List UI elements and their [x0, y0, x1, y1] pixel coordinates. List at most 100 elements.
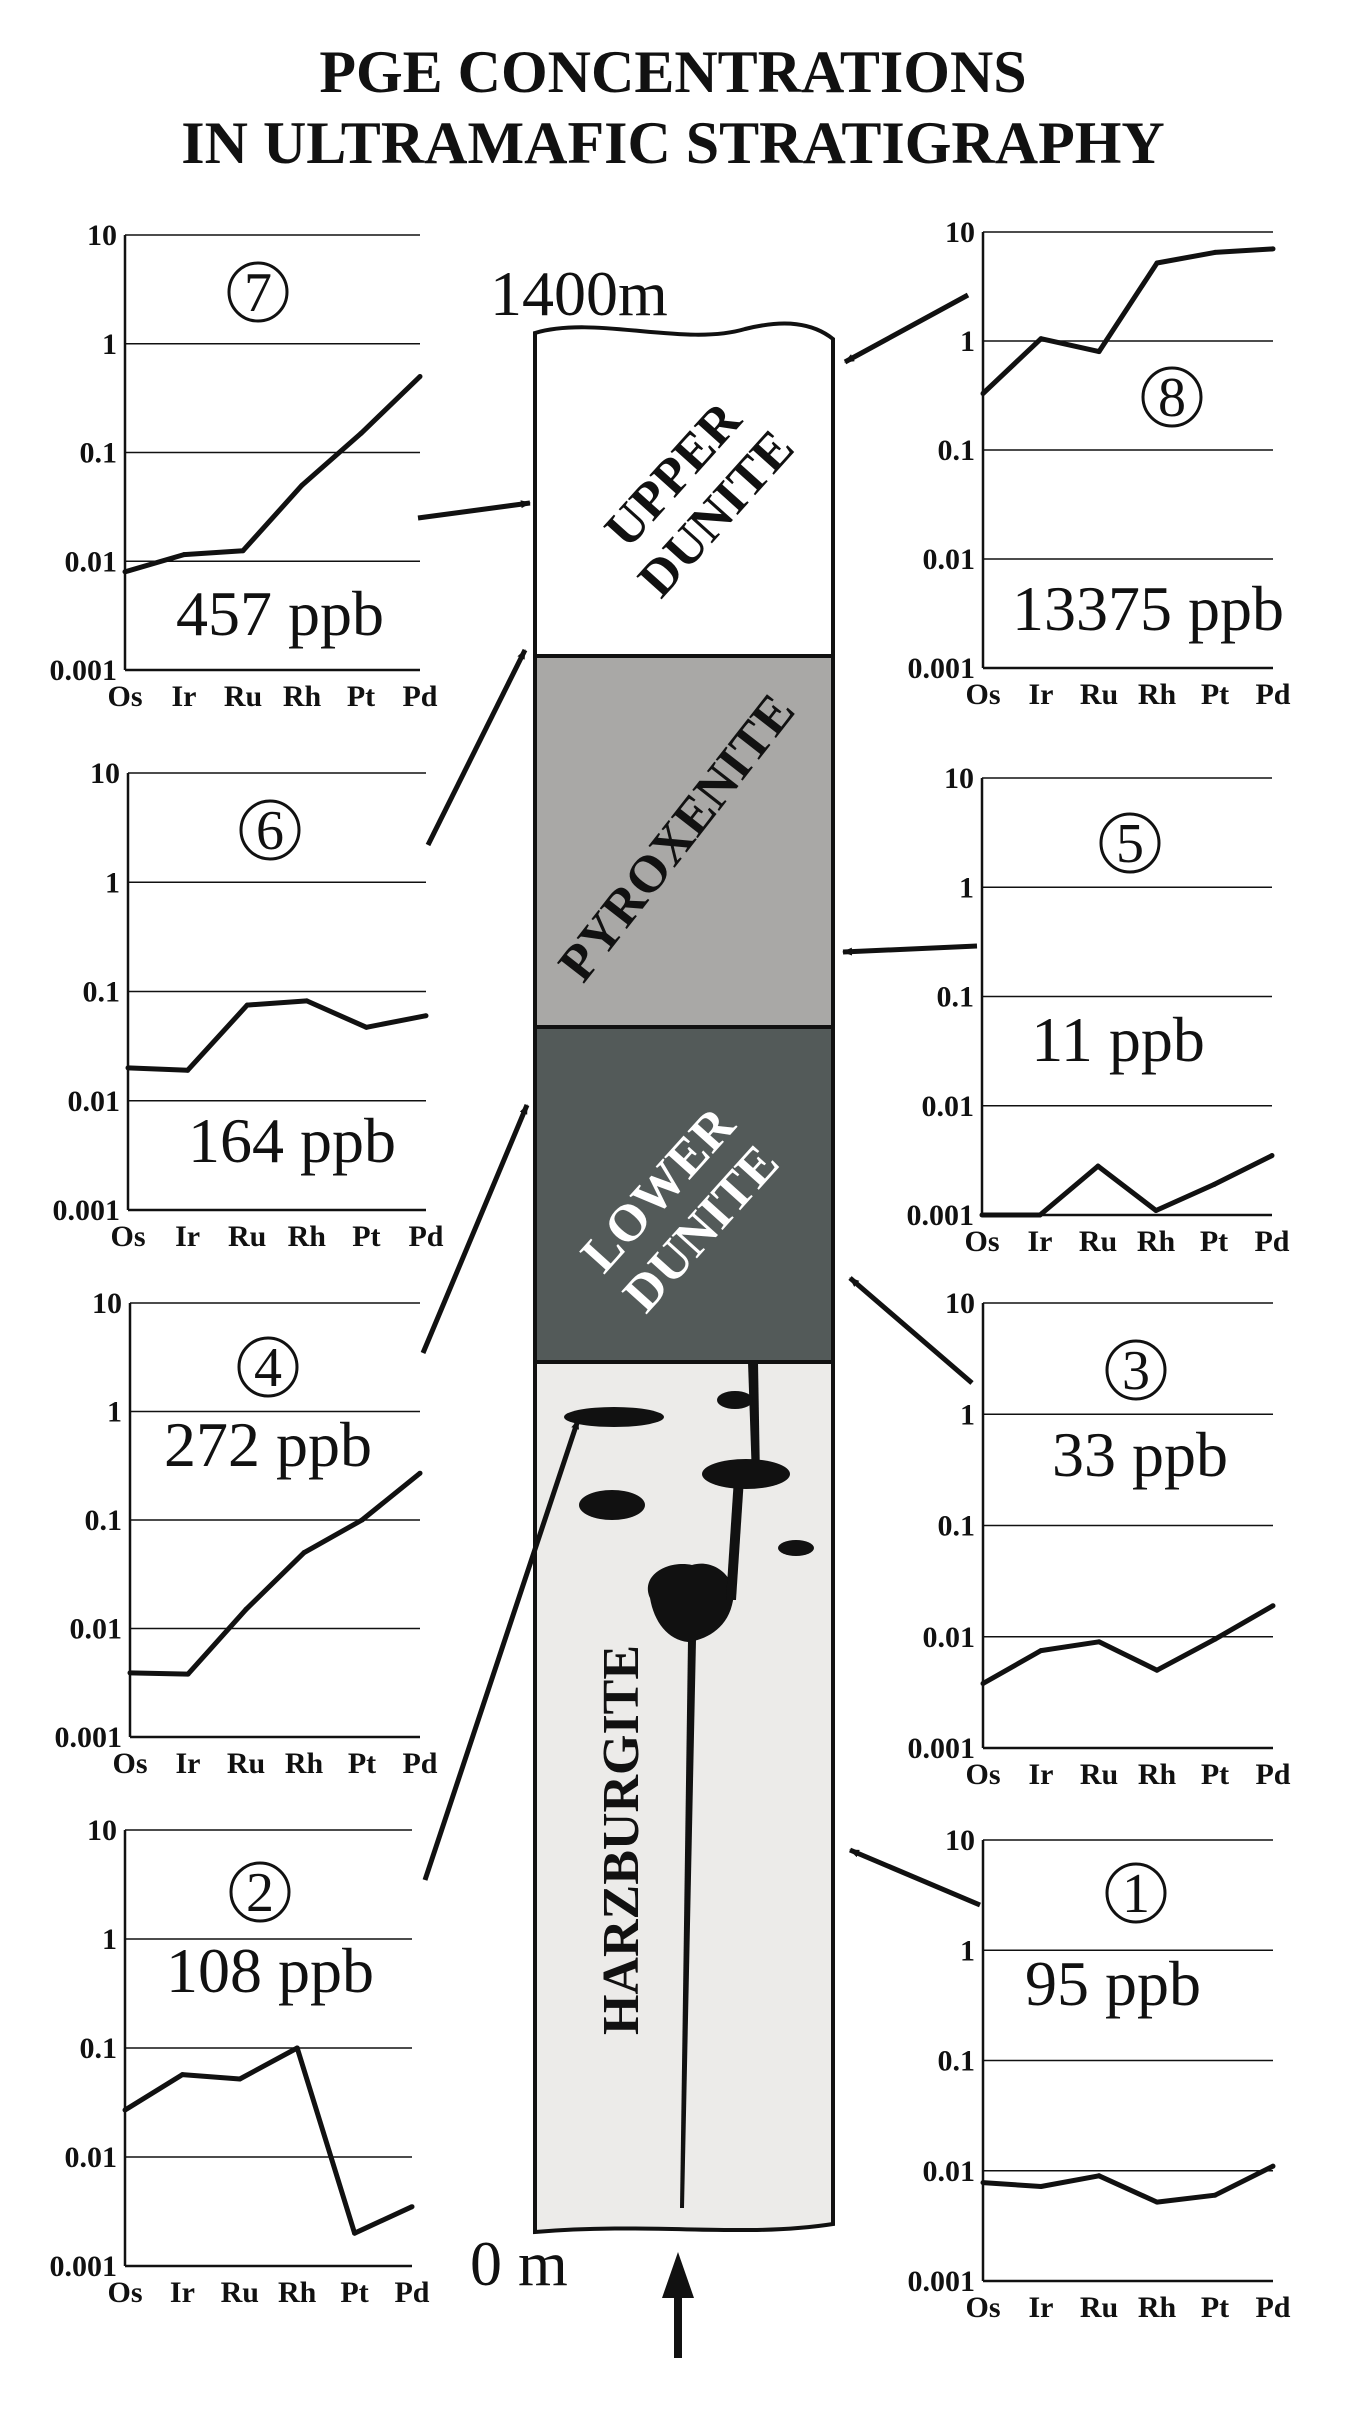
y-tick-label: 10: [945, 216, 975, 249]
pge-data-point: [181, 552, 187, 558]
y-tick-label: 1: [105, 866, 120, 899]
panel-number: 1: [1122, 1863, 1150, 1925]
y-tick-label: 0.01: [70, 1613, 123, 1646]
panel-total-ppb: 13375 ppb: [1012, 573, 1284, 644]
y-tick-label: 1: [102, 328, 117, 361]
sample-arrows: [417, 292, 981, 1908]
pge-data-point: [237, 2076, 243, 2082]
y-tick-label: 10: [87, 1814, 117, 1847]
pge-data-point: [1212, 249, 1218, 255]
pge-data-point: [979, 1212, 985, 1218]
y-tick-label: 1: [959, 871, 974, 904]
y-tick-label: 0.01: [923, 2155, 976, 2188]
panel-number-circle: [1105, 1862, 1167, 1924]
y-tick-label: 10: [90, 757, 120, 790]
x-tick-label: Os: [965, 1758, 1000, 1791]
panel-total-ppb: 164 ppb: [188, 1105, 396, 1176]
dike-pod-small-right: [778, 1540, 814, 1556]
x-tick-label: Pd: [1254, 1225, 1289, 1258]
x-tick-label: Pt: [348, 1747, 376, 1780]
pge-data-point: [1270, 1603, 1276, 1609]
pge-data-point: [127, 1670, 133, 1676]
pge-series-line: [981, 1603, 1275, 1686]
pge-data-point: [1270, 2163, 1276, 2169]
y-tick-label: 10: [92, 1287, 122, 1320]
y-tick-label: 10: [945, 1287, 975, 1320]
dike-main-feeder: [680, 1640, 696, 2208]
arrow-panel-5: [842, 943, 978, 956]
y-tick-label: 1: [960, 325, 975, 358]
x-tick-label: Ir: [172, 680, 197, 713]
x-tick-label: Ru: [224, 680, 262, 713]
x-tick-label: Os: [112, 1747, 147, 1780]
y-tick-label: 0.001: [53, 1194, 121, 1227]
y-tick-label: 0.01: [65, 2141, 118, 2174]
y-tick-label: 0.001: [55, 1721, 123, 1754]
dike-pod-middle: [702, 1459, 790, 1489]
pge-data-point: [1212, 2192, 1218, 2198]
panel-number-circle: [1099, 812, 1161, 874]
panel-number: 6: [256, 800, 284, 862]
pge-data-point: [359, 1517, 365, 1523]
panel-number-circle: [1105, 1339, 1167, 1401]
x-tick-label: Ru: [228, 1220, 266, 1253]
x-tick-label: Rh: [1138, 1758, 1177, 1791]
pge-data-point: [423, 1013, 429, 1019]
y-tick-label: 0.001: [908, 2265, 976, 2298]
pge-data-point: [1270, 246, 1276, 252]
pge-data-point: [244, 1002, 250, 1008]
pge-data-point: [1269, 1153, 1275, 1159]
y-tick-label: 0.01: [65, 545, 118, 578]
pge-data-point: [1154, 260, 1160, 266]
y-tick-label: 0.001: [50, 2250, 118, 2283]
x-tick-label: Rh: [1137, 1225, 1176, 1258]
pge-data-point: [1211, 1182, 1217, 1188]
x-tick-label: Os: [110, 1220, 145, 1253]
y-tick-label: 10: [87, 219, 117, 252]
x-tick-label: Ir: [1029, 2291, 1054, 2324]
panel-number: 8: [1158, 367, 1186, 429]
arrow-panel-2: [422, 1419, 581, 1881]
pge-data-point: [980, 390, 986, 396]
y-tick-label: 0.01: [68, 1085, 121, 1118]
panel-number: 2: [246, 1862, 274, 1924]
x-tick-label: Ir: [175, 1220, 200, 1253]
pge-data-point: [243, 1606, 249, 1612]
pge-series-line: [982, 1153, 1274, 1218]
x-tick-label: Pd: [402, 1747, 437, 1780]
panel-number-circle: [1141, 366, 1203, 428]
panel-total-ppb: 33 ppb: [1052, 1419, 1228, 1490]
y-tick-label: 1: [102, 1923, 117, 1956]
x-tick-label: Rh: [1138, 2291, 1177, 2324]
unit-harzburgite: [533, 1360, 835, 2235]
y-tick-label: 0.001: [908, 652, 976, 685]
panel-number: 4: [254, 1337, 282, 1399]
pge-data-point: [417, 1470, 423, 1476]
arrow-panel-6: [425, 648, 528, 847]
y-tick-label: 10: [945, 1824, 975, 1857]
x-tick-label: Os: [964, 1225, 999, 1258]
x-tick-label: Pd: [402, 680, 437, 713]
panel-number-circle: [229, 1861, 291, 1923]
x-tick-label: Os: [107, 2276, 142, 2309]
stratigraphic-column: UPPERDUNITEPYROXENITELOWERDUNITEHARZBURG…: [470, 258, 835, 2358]
column-base-height-label: 0 m: [470, 2228, 568, 2299]
pge-series-line: [129, 1471, 422, 1677]
pge-data-point: [185, 1671, 191, 1677]
x-tick-label: Rh: [285, 1747, 324, 1780]
y-tick-label: 0.001: [907, 1199, 975, 1232]
x-tick-label: Pt: [1200, 1225, 1228, 1258]
pge-data-point: [240, 548, 246, 554]
panel-number: 3: [1122, 1340, 1150, 1402]
pge-data-point: [1095, 1163, 1101, 1169]
y-tick-label: 0.1: [938, 434, 976, 467]
column-top-height-label: 1400m: [490, 258, 668, 329]
x-tick-label: Os: [965, 2291, 1000, 2324]
x-tick-label: Ru: [221, 2276, 259, 2309]
pge-data-point: [1038, 2183, 1044, 2189]
x-tick-label: Pd: [1255, 678, 1290, 711]
